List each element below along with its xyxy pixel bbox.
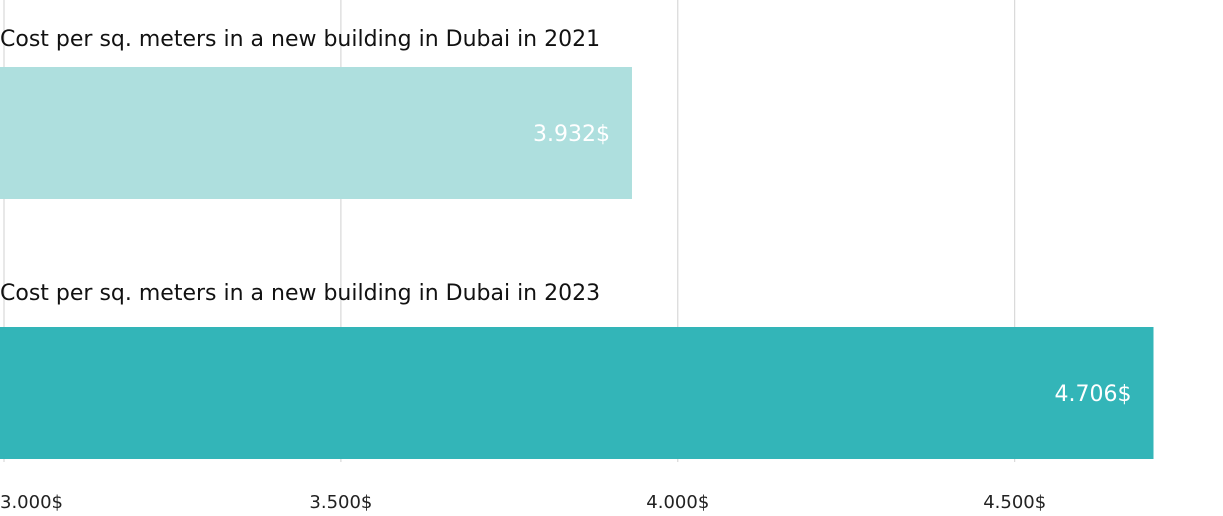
x-tick-label-3: 4.500$ <box>983 492 1046 512</box>
x-tick-label-0: 3.000$ <box>0 492 63 512</box>
bar-0 <box>0 67 632 199</box>
x-tick-label-1: 3.500$ <box>309 492 372 512</box>
category-label-1: Cost per sq. meters in a new building in… <box>0 281 600 306</box>
bar-layer <box>0 67 1154 459</box>
value-label-1: 4.706$ <box>1055 382 1132 407</box>
x-axis-ticks: 3.000$ 3.500$ 4.000$ 4.500$ <box>0 492 1046 513</box>
category-label-0: Cost per sq. meters in a new building in… <box>0 27 600 52</box>
label-layer: Cost per sq. meters in a new building in… <box>0 27 1132 407</box>
value-label-0: 3.932$ <box>533 122 610 147</box>
x-tick-label-2: 4.000$ <box>646 492 709 512</box>
bar-1 <box>0 327 1154 459</box>
